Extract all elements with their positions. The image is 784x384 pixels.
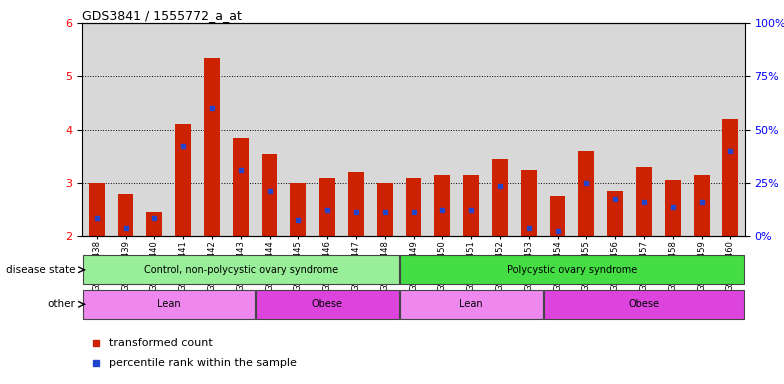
Bar	[579, 151, 594, 236]
Bar	[492, 159, 508, 236]
Bar	[550, 196, 565, 236]
Bar	[694, 175, 710, 236]
FancyBboxPatch shape	[400, 290, 543, 319]
Bar	[175, 124, 191, 236]
Text: other: other	[48, 299, 76, 310]
Text: Polycystic ovary syndrome: Polycystic ovary syndrome	[506, 265, 637, 275]
FancyBboxPatch shape	[83, 255, 398, 284]
Bar	[463, 175, 479, 236]
Text: Control, non-polycystic ovary syndrome: Control, non-polycystic ovary syndrome	[143, 265, 338, 275]
Text: transformed count: transformed count	[109, 338, 212, 348]
Text: Lean: Lean	[459, 299, 483, 310]
Text: Obese: Obese	[312, 299, 343, 310]
Bar	[118, 194, 133, 236]
Bar	[290, 183, 307, 236]
Bar	[204, 58, 220, 236]
Text: Lean: Lean	[157, 299, 180, 310]
Text: Obese: Obese	[629, 299, 659, 310]
Text: GDS3841 / 1555772_a_at: GDS3841 / 1555772_a_at	[82, 9, 242, 22]
Bar	[636, 167, 652, 236]
FancyBboxPatch shape	[544, 290, 744, 319]
Bar	[521, 170, 537, 236]
FancyBboxPatch shape	[83, 290, 255, 319]
Bar	[319, 177, 335, 236]
Bar	[89, 183, 104, 236]
FancyBboxPatch shape	[256, 290, 398, 319]
Bar	[147, 212, 162, 236]
Bar	[723, 119, 739, 236]
Bar	[233, 137, 249, 236]
Bar	[608, 191, 623, 236]
Bar	[434, 175, 450, 236]
Bar	[405, 177, 422, 236]
Text: percentile rank within the sample: percentile rank within the sample	[109, 358, 296, 368]
Bar	[348, 172, 364, 236]
Bar	[262, 154, 278, 236]
FancyBboxPatch shape	[400, 255, 744, 284]
Bar	[377, 183, 393, 236]
Text: disease state: disease state	[6, 265, 76, 275]
Bar	[665, 180, 681, 236]
